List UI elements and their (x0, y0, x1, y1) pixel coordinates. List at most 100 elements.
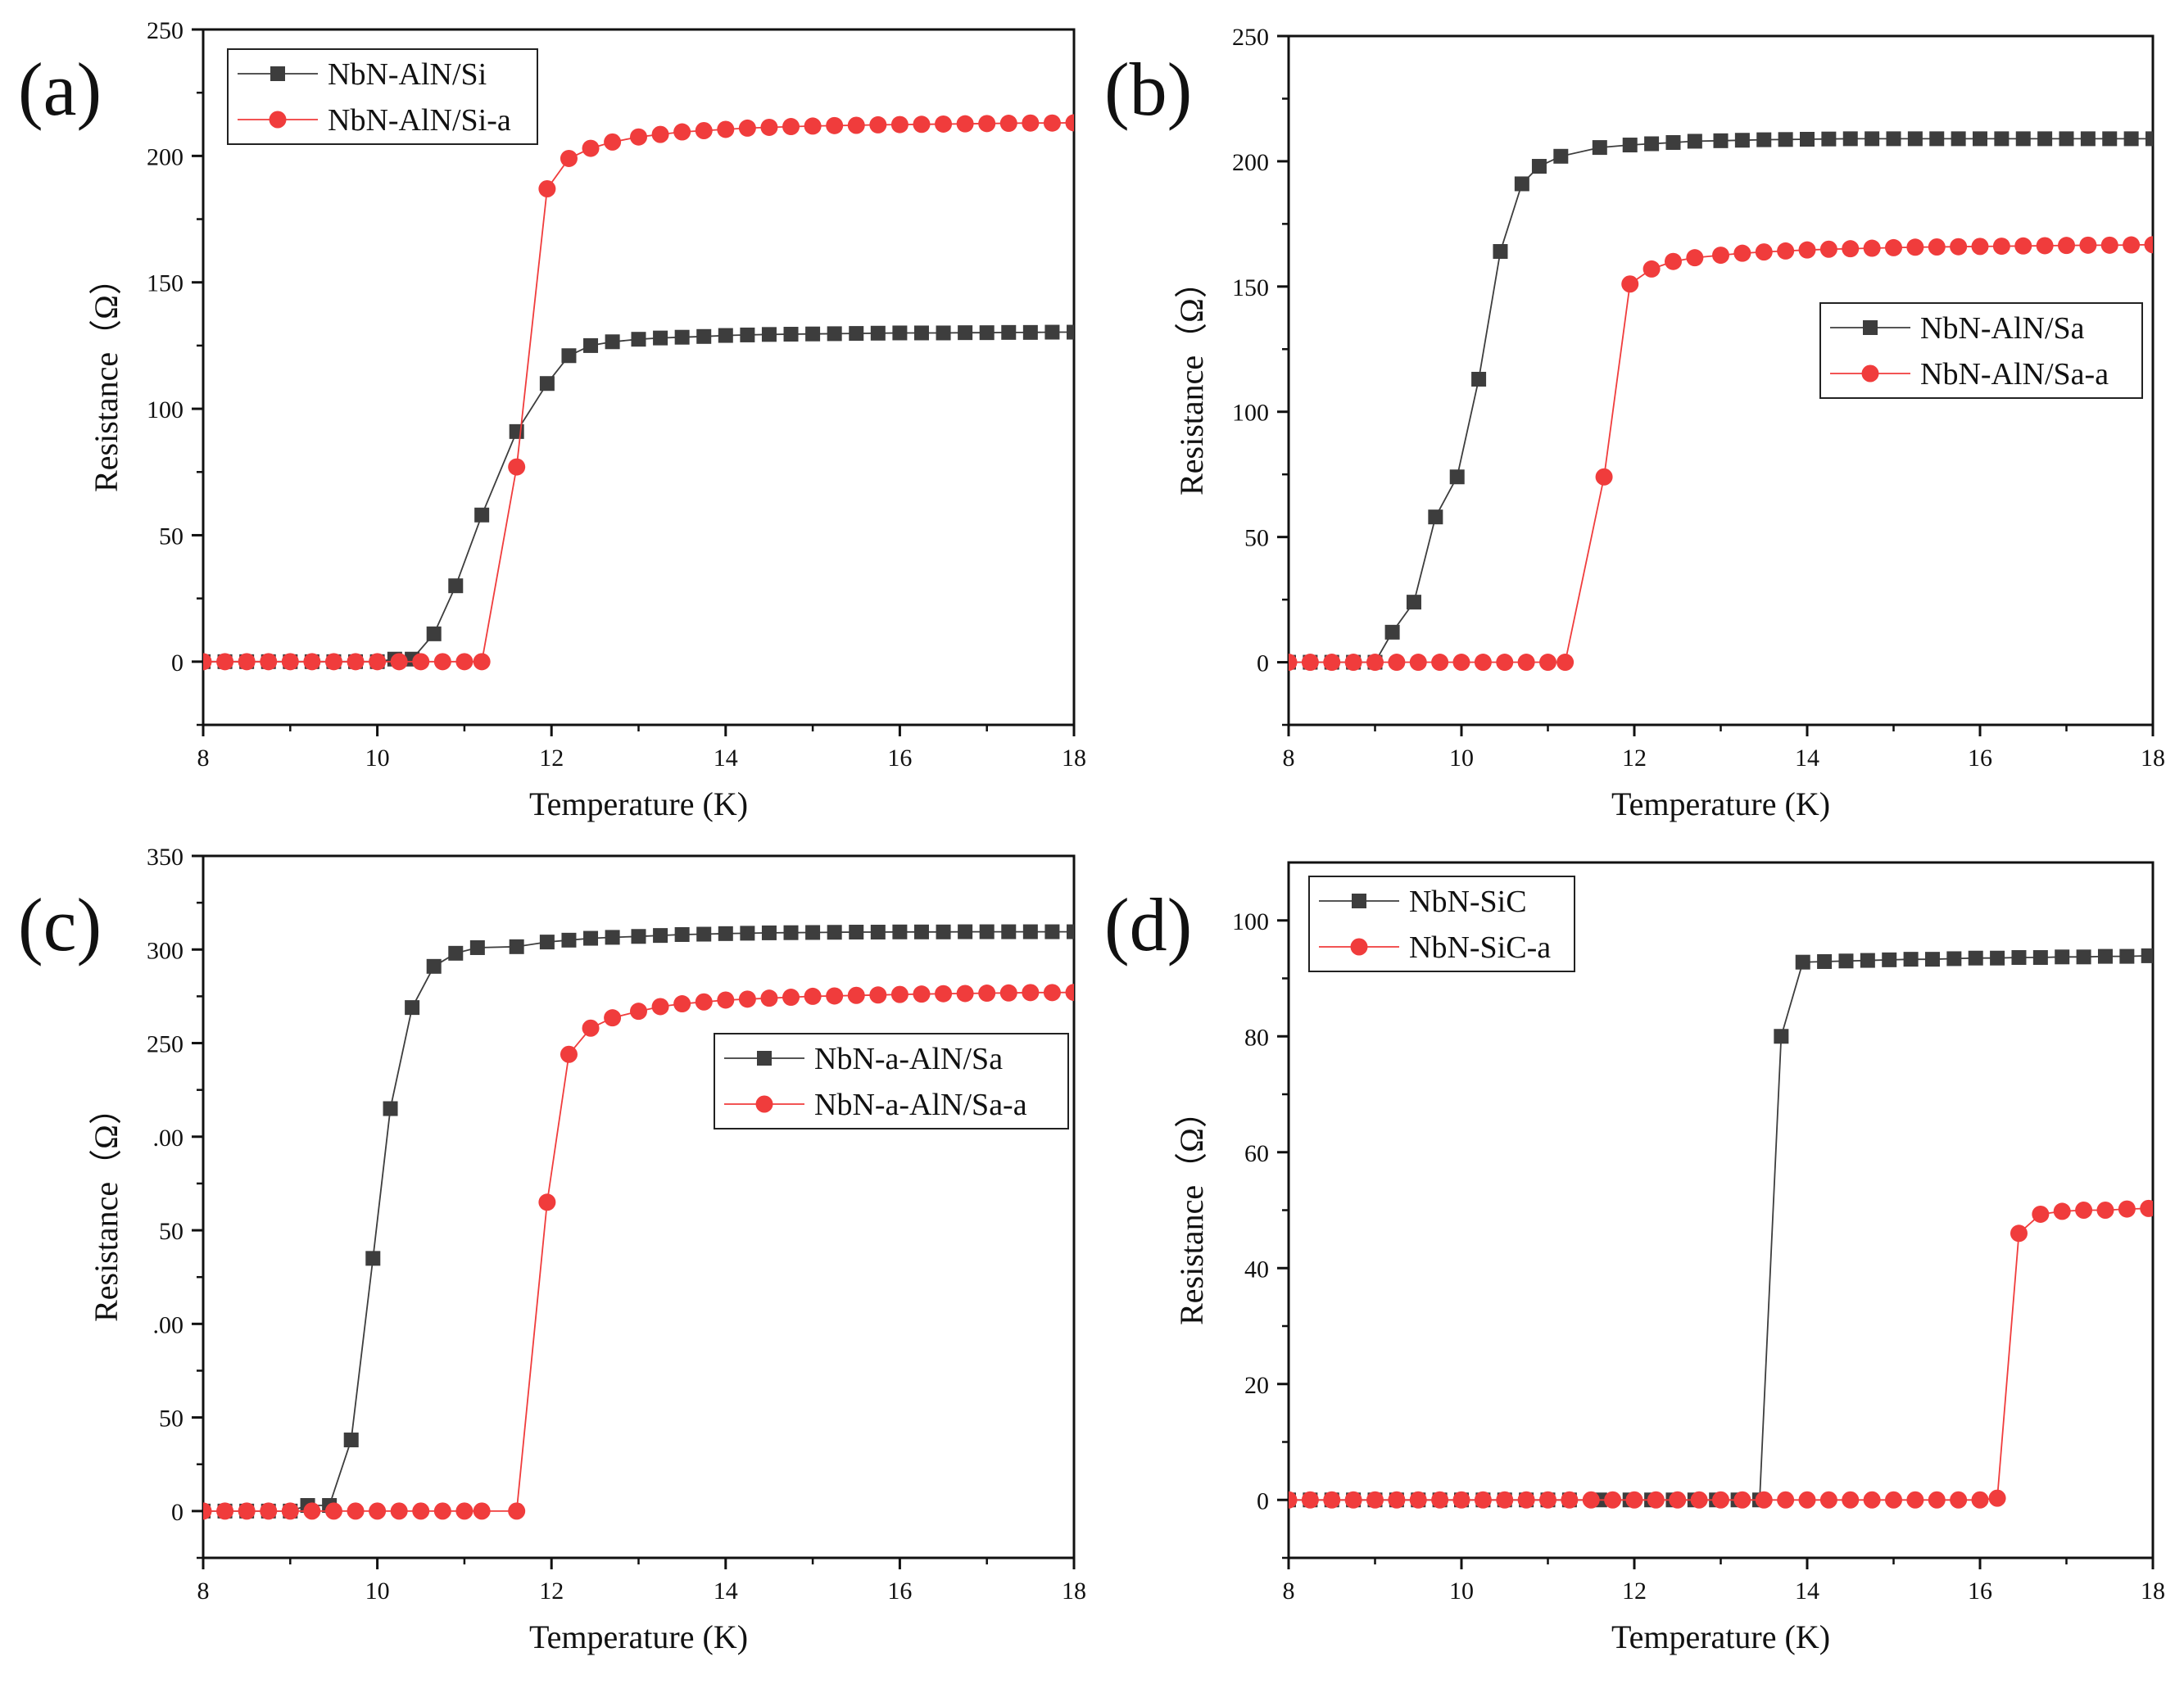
data-point (782, 989, 800, 1007)
data-point (1043, 984, 1061, 1002)
chart-panel-3: 8 10 12 14 16 18 0 50 .00 50 .00 250 300 350 Temperatu… (18, 844, 1086, 1655)
y-tick-label: 100 (1232, 908, 1269, 935)
panel-letter: (d) (1104, 883, 1192, 966)
data-point (347, 1502, 365, 1520)
data-point (717, 991, 735, 1009)
x-tick-label: 18 (2141, 745, 2165, 772)
data-point (958, 325, 973, 341)
data-point (1819, 1491, 1837, 1509)
data-point (508, 1502, 526, 1520)
data-point (281, 1502, 299, 1520)
data-point (412, 653, 430, 671)
data-point (1777, 1491, 1795, 1509)
data-point (696, 328, 712, 344)
data-point (956, 115, 974, 133)
data-point (1388, 1491, 1406, 1509)
data-point (935, 985, 953, 1003)
data-point (913, 924, 929, 939)
x-tick-label: 12 (539, 745, 564, 772)
data-point (1733, 1491, 1751, 1509)
data-point (1842, 240, 1860, 258)
x-tick-label: 16 (887, 745, 912, 772)
data-point (890, 115, 908, 134)
data-point (2053, 1202, 2071, 1220)
data-point (509, 939, 524, 954)
legend: NbN-AlN/Sa NbN-AlN/Sa-a (1819, 302, 2143, 399)
legend-label: NbN-SiC (1409, 885, 1527, 919)
data-point (673, 123, 691, 141)
data-point (390, 1502, 408, 1520)
data-point (651, 998, 669, 1016)
data-point (827, 925, 842, 940)
chart-panel-2: 8 10 12 14 16 18 0 50 100 150 200 250 Temperature (K… (1104, 24, 2165, 822)
data-point (448, 578, 464, 594)
panel-letter: (c) (18, 883, 102, 966)
data-point (718, 926, 733, 941)
data-point (2080, 131, 2096, 147)
data-point (405, 1000, 420, 1016)
data-point (1409, 1491, 1427, 1509)
data-point (2096, 1202, 2114, 1219)
legend-label: NbN-a-AlN/Sa-a (814, 1088, 1027, 1122)
data-point (1755, 1491, 1773, 1509)
data-point (630, 128, 647, 146)
data-point (1044, 324, 1060, 340)
data-point (2058, 237, 2075, 255)
data-point (390, 653, 408, 671)
data-point (870, 325, 886, 341)
legend-label: NbN-AlN/Si-a (328, 103, 511, 138)
data-point (1798, 1491, 1816, 1509)
data-point (1406, 595, 1421, 610)
data-point (303, 1502, 321, 1520)
data-point (1471, 371, 1487, 387)
data-point (560, 1045, 578, 1063)
data-point (978, 115, 996, 133)
data-point (1022, 984, 1040, 1002)
data-point (1865, 131, 1880, 147)
data-point (958, 924, 973, 939)
data-point (1474, 654, 1492, 672)
data-point (1531, 159, 1547, 174)
data-point (582, 1019, 600, 1037)
series-line-2 (1289, 1207, 2149, 1501)
x-tick-label: 10 (365, 1578, 390, 1605)
data-point (2140, 1199, 2153, 1217)
x-tick-label: 14 (1795, 1578, 1819, 1605)
data-point (1409, 654, 1427, 672)
data-point (1971, 238, 1989, 256)
data-point (1886, 131, 1901, 147)
data-point (653, 928, 668, 944)
data-point (1001, 324, 1017, 340)
data-point (238, 653, 256, 671)
legend-marker (1352, 894, 1366, 908)
data-point (2145, 131, 2153, 147)
legend-box (1308, 876, 1575, 972)
data-point (1022, 324, 1038, 340)
data-point (1756, 132, 1772, 147)
y-tick-label: 50 (1244, 525, 1269, 552)
data-point (805, 925, 821, 940)
data-point (538, 179, 556, 197)
data-point (653, 330, 668, 346)
data-point (760, 118, 778, 136)
x-axis-title: Temperature (K) (529, 785, 748, 822)
y-tick-label: 300 (147, 937, 184, 964)
legend-marker (757, 1051, 772, 1066)
data-point (979, 924, 995, 939)
data-point (1043, 114, 1061, 132)
series-line-1 (203, 930, 1074, 1512)
data-point (216, 653, 234, 671)
data-point (760, 989, 778, 1007)
data-point (1838, 953, 1854, 969)
data-point (203, 653, 212, 671)
data-point (847, 986, 865, 1004)
x-tick-label: 12 (1622, 1578, 1647, 1605)
data-point (426, 626, 442, 641)
data-point (1928, 1491, 1946, 1509)
data-point (2036, 237, 2054, 255)
x-tick-label: 14 (1795, 745, 1819, 772)
data-point (1992, 238, 2010, 256)
data-point (303, 653, 321, 671)
data-point (1622, 138, 1638, 153)
